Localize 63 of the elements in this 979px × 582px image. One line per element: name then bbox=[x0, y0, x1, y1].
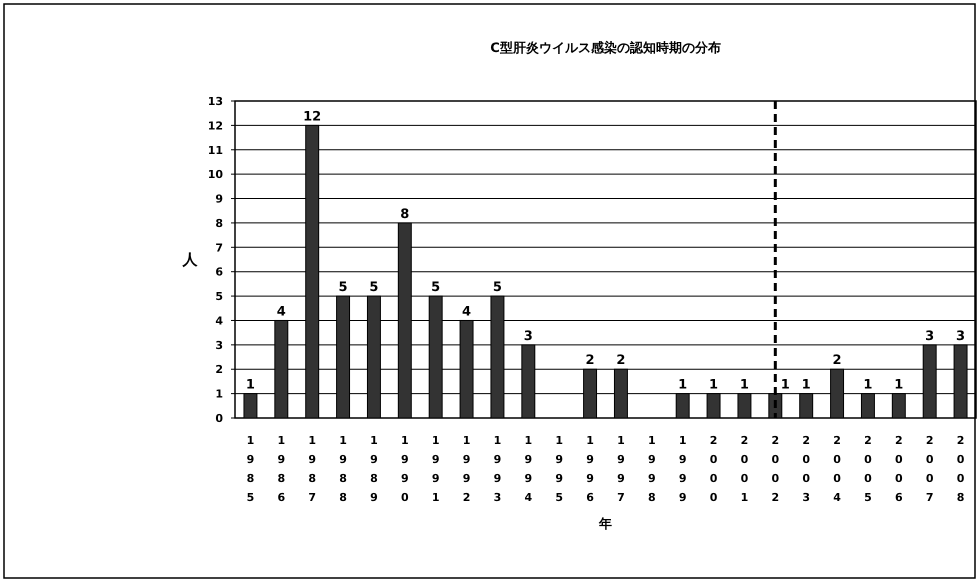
x-tick-label: 1985 bbox=[246, 434, 254, 504]
y-tick-label: 9 bbox=[215, 192, 223, 206]
x-tick-label: 1995 bbox=[555, 434, 564, 504]
data-label: 2 bbox=[832, 353, 842, 368]
y-tick-label: 10 bbox=[208, 168, 224, 182]
data-label: 3 bbox=[925, 328, 934, 344]
x-tick-label: 1999 bbox=[678, 434, 687, 504]
x-tick-label: 1991 bbox=[432, 434, 440, 504]
data-label: 1 bbox=[780, 378, 790, 393]
data-label: 5 bbox=[431, 280, 440, 296]
y-tick-label: 7 bbox=[215, 241, 223, 254]
x-tick-label: 2002 bbox=[771, 434, 780, 504]
data-label: 1 bbox=[894, 378, 904, 393]
y-tick-label: 0 bbox=[215, 412, 224, 425]
y-tick-label: 4 bbox=[215, 314, 224, 328]
data-label: 1 bbox=[740, 378, 749, 393]
x-tick-label: 1986 bbox=[277, 434, 286, 504]
x-tick-label: 1992 bbox=[462, 434, 470, 504]
x-tick-label: 1998 bbox=[648, 434, 656, 504]
data-label: 1 bbox=[863, 378, 872, 393]
data-label: 1 bbox=[709, 378, 718, 393]
x-tick-label: 2003 bbox=[802, 434, 810, 504]
data-label: 2 bbox=[586, 353, 595, 368]
data-label: 1 bbox=[802, 378, 811, 393]
y-tick-label: 6 bbox=[215, 266, 224, 279]
y-tick-label: 12 bbox=[208, 119, 223, 132]
y-tick-label: 13 bbox=[208, 95, 223, 108]
chart-title: C型肝炎ウイルス感染の認知時期の分布 bbox=[490, 40, 721, 56]
y-tick-label: 2 bbox=[215, 363, 223, 376]
data-label: 8 bbox=[400, 206, 410, 222]
y-tick-label: 1 bbox=[215, 388, 223, 401]
x-tick-label: 2007 bbox=[926, 434, 934, 504]
data-label: 12 bbox=[303, 109, 322, 124]
x-tick-label: 1996 bbox=[586, 434, 594, 504]
data-label: 1 bbox=[678, 378, 688, 393]
data-label: 5 bbox=[492, 280, 502, 296]
x-tick-label: 2005 bbox=[864, 434, 872, 504]
x-tick-label: 1994 bbox=[524, 434, 532, 504]
data-label: 2 bbox=[616, 353, 626, 368]
data-label: 4 bbox=[462, 304, 472, 320]
x-tick-label: 2006 bbox=[894, 434, 903, 504]
x-tick-label: 2000 bbox=[710, 434, 718, 504]
x-tick-label: 2001 bbox=[740, 434, 749, 504]
data-label: 5 bbox=[338, 280, 348, 296]
x-tick-label: 2004 bbox=[833, 434, 842, 504]
y-axis-title: 人 bbox=[182, 250, 198, 268]
x-tick-label: 1989 bbox=[370, 434, 378, 504]
x-tick-label: 1990 bbox=[400, 434, 409, 504]
y-tick-label: 8 bbox=[215, 216, 223, 230]
x-tick-label: 2008 bbox=[956, 434, 965, 504]
x-tick-label: 1988 bbox=[339, 434, 347, 504]
data-label: 1 bbox=[246, 378, 255, 393]
data-label: 3 bbox=[956, 328, 966, 344]
data-label: 4 bbox=[276, 304, 286, 320]
y-tick-label: 3 bbox=[215, 338, 223, 352]
data-label: 3 bbox=[524, 328, 533, 344]
x-tick-label: 1993 bbox=[494, 434, 502, 504]
x-tick-label: 1997 bbox=[617, 434, 625, 504]
y-tick-label: 11 bbox=[208, 144, 223, 157]
x-tick-label: 1987 bbox=[308, 434, 316, 504]
x-axis-title: 年 bbox=[598, 517, 612, 532]
y-tick-label: 5 bbox=[215, 290, 223, 304]
data-label: 5 bbox=[369, 280, 378, 296]
